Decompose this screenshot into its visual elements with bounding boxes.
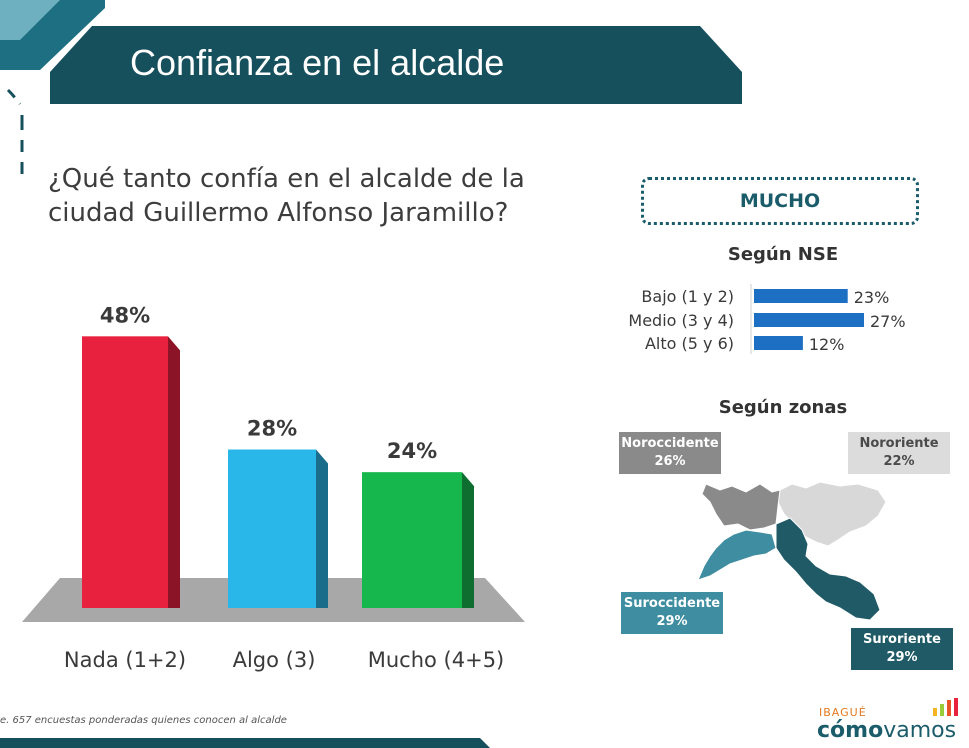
logo-brand-light: vamos <box>883 718 957 743</box>
zone-name: Suroriente <box>863 632 941 647</box>
zone-name: Nororiente <box>859 436 939 451</box>
zone-name: Noroccidente <box>621 436 719 451</box>
nse-value-label: 12% <box>809 335 845 354</box>
zone-label-nororiente: Nororiente 22% <box>848 432 950 474</box>
category-label: Mucho (4+5) <box>368 648 505 672</box>
nse-category-label: Bajo (1 y 2) <box>641 287 734 306</box>
dashed-line-decoration <box>6 88 22 105</box>
title-banner <box>0 0 742 120</box>
bar-value-label: 28% <box>247 417 297 441</box>
nse-value-label: 23% <box>854 288 890 307</box>
bar-1 <box>82 336 168 608</box>
bar-value-label: 24% <box>387 439 437 463</box>
bar-side <box>462 472 474 608</box>
bar-3 <box>362 472 462 608</box>
bar-side <box>316 449 328 608</box>
bottom-banner <box>0 738 490 748</box>
title-banner-shape <box>50 26 742 104</box>
main-bar-chart: 48% Nada (1+2) 28% Algo (3) 24% Mucho (4+5) <box>22 303 525 672</box>
corner-accent-light-shape <box>0 0 60 40</box>
zone-name: Suroccidente <box>623 596 721 611</box>
nse-bar-3 <box>754 336 803 350</box>
logo-brand: cómovamos <box>817 718 956 743</box>
logo-city: IBAGUÉ <box>819 706 867 719</box>
nse-category-label: Alto (5 y 6) <box>645 334 734 353</box>
survey-question: ¿Qué tanto confía en el alcalde de la ci… <box>48 164 525 228</box>
nse-bar-1 <box>754 289 848 303</box>
bar-2 <box>228 449 316 608</box>
zone-value: 22% <box>883 454 915 469</box>
ibague-como-vamos-logo: IBAGUÉ cómovamos <box>815 696 965 746</box>
nse-bar-chart: Bajo (1 y 2) 23% Medio (3 y 4) 27% Alto (5 y… <box>628 284 906 354</box>
highlight-box: MUCHO <box>641 177 919 225</box>
zone-label-suroriente: Suroriente 29% <box>851 628 953 670</box>
nse-chart-title: Según NSE <box>727 244 839 265</box>
zone-label-noroccidente: Noroccidente 26% <box>619 432 721 474</box>
nse-bar-2 <box>754 313 864 327</box>
logo-brand-bold: cómo <box>817 718 884 743</box>
zone-value: 29% <box>656 614 688 629</box>
zone-value: 26% <box>654 454 686 469</box>
zone-label-suroccidente: Suroccidente 29% <box>621 592 723 634</box>
footnote: e. 657 encuestas ponderadas quienes cono… <box>0 715 287 726</box>
zone-map-suroccidente <box>697 529 777 581</box>
zonas-title: Según zonas <box>718 397 848 418</box>
zone-map-noroccidente <box>701 483 781 531</box>
category-label: Nada (1+2) <box>64 648 186 672</box>
page-title: Confianza en el alcalde <box>130 42 505 83</box>
zone-map-suroriente <box>775 517 881 621</box>
city-zone-map <box>697 481 887 621</box>
bar-side <box>168 336 180 608</box>
bar-value-label: 48% <box>100 303 150 327</box>
dashed-line-vertical <box>20 118 24 178</box>
category-label: Algo (3) <box>233 648 316 672</box>
nse-value-label: 27% <box>870 312 906 331</box>
logo-bars-icon <box>933 698 958 716</box>
zone-value: 29% <box>886 650 918 665</box>
nse-category-label: Medio (3 y 4) <box>628 311 734 330</box>
